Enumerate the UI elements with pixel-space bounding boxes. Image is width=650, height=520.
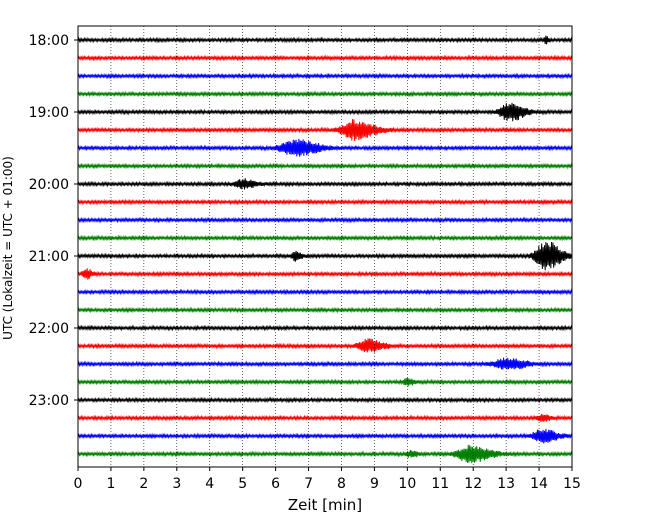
x-axis-ticks: 0 1 2 3 4 5 6 7 8 9 10 11 12 13 14 15 <box>74 467 581 492</box>
y-tick-label: 23:00 <box>29 393 69 409</box>
y-tick-label: 22:00 <box>29 321 69 337</box>
y-tick-label: 20:00 <box>29 177 69 193</box>
trace-row-2115 <box>77 268 573 280</box>
x-tick-label: 10 <box>398 476 416 492</box>
x-tick-label: 9 <box>370 476 379 492</box>
trace-row-2215 <box>77 338 573 353</box>
trace-row-2030 <box>77 216 573 224</box>
trace-row-1945 <box>77 162 573 170</box>
trace-row-2130 <box>77 288 573 296</box>
x-tick-label: 7 <box>304 476 313 492</box>
x-tick-label: 4 <box>205 476 214 492</box>
y-tick-label: 19:00 <box>29 105 69 121</box>
x-tick-label: 0 <box>74 476 83 492</box>
x-tick-label: 1 <box>106 476 115 492</box>
trace-row-2300 <box>77 396 573 404</box>
y-axis-ticks: 18:00 19:00 20:00 21:00 22:00 23:00 <box>29 33 78 409</box>
x-tick-label: 8 <box>337 476 346 492</box>
trace-row-2330 <box>77 428 573 444</box>
x-tick-label: 15 <box>563 476 581 492</box>
plot-frame <box>77 25 573 468</box>
trace-row-2145 <box>77 306 573 314</box>
trace-row-2245 <box>77 377 573 387</box>
x-tick-label: 3 <box>172 476 181 492</box>
trace-row-2345 <box>77 444 573 464</box>
y-axis-label: UTC (Lokalzeit = UTC + 01:00) <box>1 156 15 340</box>
x-tick-label: 13 <box>497 476 515 492</box>
trace-row-2315 <box>77 413 573 423</box>
trace-row-2230 <box>77 357 573 370</box>
trace-row-1915 <box>77 119 573 141</box>
trace-row-1845 <box>77 90 573 98</box>
x-tick-label: 12 <box>464 476 482 492</box>
x-tick-label: 5 <box>238 476 247 492</box>
y-tick-label: 21:00 <box>29 249 69 265</box>
trace-row-1930 <box>77 138 573 157</box>
trace-row-2000 <box>77 178 573 190</box>
x-tick-label: 2 <box>139 476 148 492</box>
x-tick-label: 14 <box>530 476 548 492</box>
x-axis-label: Zeit [min] <box>288 496 362 514</box>
trace-row-2200 <box>77 324 573 332</box>
x-tick-label: 11 <box>431 476 449 492</box>
seismic-traces <box>77 35 573 464</box>
trace-row-2015 <box>77 198 573 206</box>
trace-row-2045 <box>77 234 573 242</box>
trace-row-2100 <box>77 242 573 271</box>
x-tick-label: 6 <box>271 476 280 492</box>
trace-row-1830 <box>77 72 573 80</box>
trace-row-1800 <box>77 35 573 45</box>
y-tick-label: 18:00 <box>29 33 69 49</box>
trace-row-1900 <box>77 102 573 122</box>
trace-row-1815 <box>77 54 573 62</box>
